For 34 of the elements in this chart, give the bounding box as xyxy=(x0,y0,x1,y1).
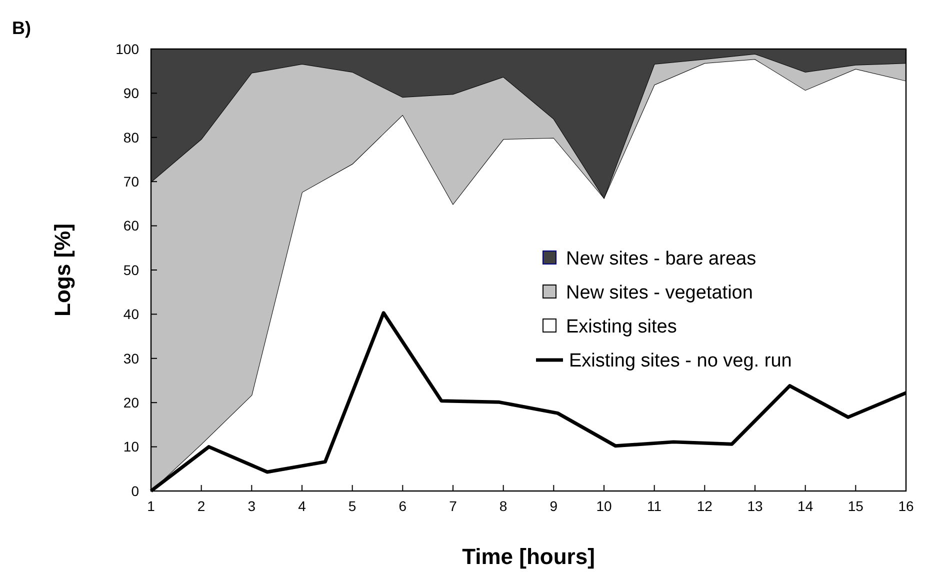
x-tick-label: 15 xyxy=(848,498,864,514)
chart-title: B) xyxy=(12,18,31,38)
x-tick-label: 16 xyxy=(898,498,914,514)
x-tick-label: 4 xyxy=(298,498,306,514)
x-tick-label: 9 xyxy=(550,498,558,514)
x-tick-label: 2 xyxy=(197,498,206,514)
y-tick-label: 100 xyxy=(116,40,140,57)
y-tick-label: 90 xyxy=(123,85,140,102)
legend-label: New sites - bare areas xyxy=(566,248,756,270)
x-tick-label: 12 xyxy=(696,498,713,514)
y-tick-label: 40 xyxy=(123,306,140,322)
y-tick-label: 20 xyxy=(123,394,140,410)
x-axis-title: Time [hours] xyxy=(462,544,595,569)
x-tick-label: 6 xyxy=(398,498,407,514)
y-axis-title: Logs [%] xyxy=(50,224,75,316)
legend-label: Existing sites - no veg. run xyxy=(569,350,792,372)
x-tick-label: 7 xyxy=(449,498,458,514)
x-tick-label: 11 xyxy=(647,498,662,514)
y-tick-label: 30 xyxy=(123,350,140,366)
y-tick-label: 50 xyxy=(123,262,140,278)
legend-label: Existing sites xyxy=(566,316,677,338)
y-tick-label: 80 xyxy=(123,129,140,146)
x-tick-label: 1 xyxy=(147,498,156,514)
y-tick-label: 60 xyxy=(123,218,140,234)
y-tick-label: 70 xyxy=(123,174,140,190)
legend-label: New sites - vegetation xyxy=(566,282,753,304)
x-tick-label: 14 xyxy=(798,498,814,514)
x-tick-label: 8 xyxy=(499,498,508,514)
y-tick-label: 10 xyxy=(123,438,140,455)
x-tick-label: 10 xyxy=(596,498,612,514)
x-tick-label: 13 xyxy=(747,498,763,514)
y-tick-label: 0 xyxy=(131,482,140,499)
x-tick-label: 3 xyxy=(248,498,256,514)
x-tick-label: 5 xyxy=(348,498,356,514)
